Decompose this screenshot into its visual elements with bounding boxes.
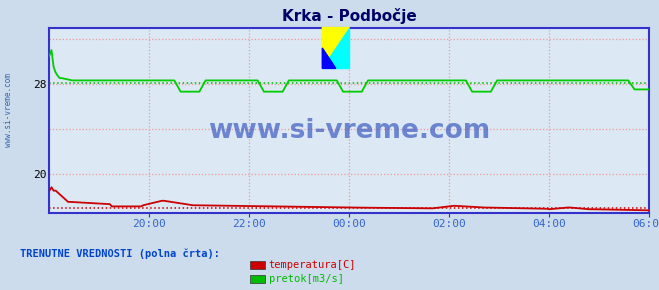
Polygon shape — [322, 48, 336, 68]
Text: www.si-vreme.com: www.si-vreme.com — [4, 73, 13, 147]
Polygon shape — [322, 28, 349, 68]
Title: Krka - Podbočje: Krka - Podbočje — [282, 8, 416, 23]
Text: www.si-vreme.com: www.si-vreme.com — [208, 119, 490, 144]
Text: TRENUTNE VREDNOSTI (polna črta):: TRENUTNE VREDNOSTI (polna črta): — [20, 248, 219, 259]
Polygon shape — [322, 28, 349, 68]
Text: temperatura[C]: temperatura[C] — [269, 260, 357, 270]
Text: pretok[m3/s]: pretok[m3/s] — [269, 274, 344, 284]
